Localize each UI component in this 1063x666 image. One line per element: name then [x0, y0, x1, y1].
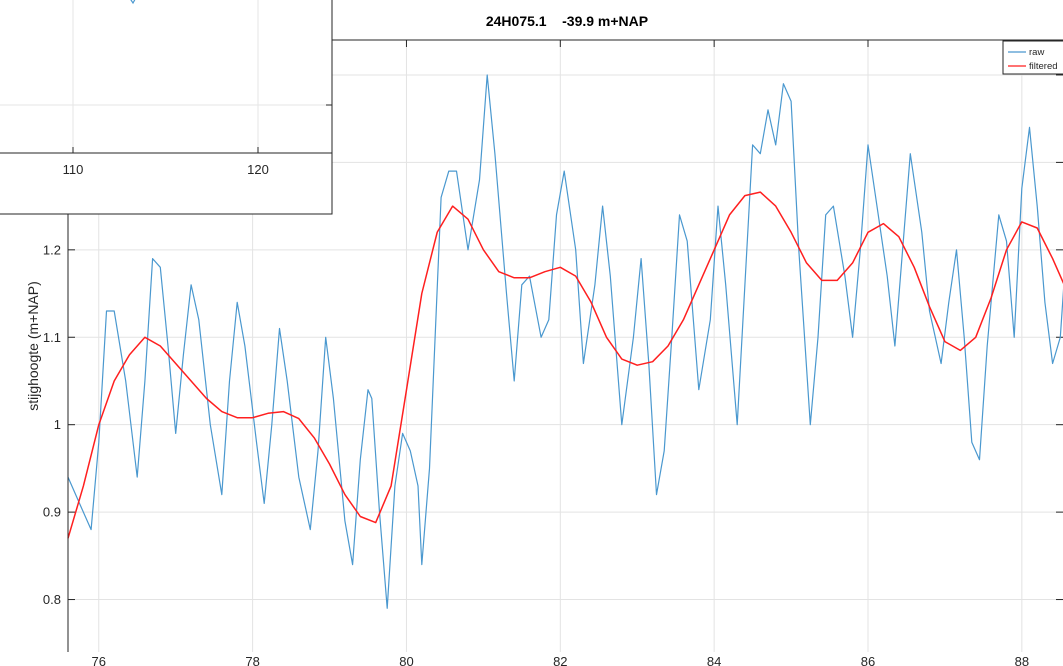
chart-title: 24H075.1 -39.9 m+NAP: [486, 13, 648, 29]
series-line-filtered: [67, 191, 1063, 539]
tick-labels: 76 78 80 82 84 86 88 0.8 0.9 1 1.1 1.2: [43, 242, 1029, 666]
legend-box: [1002, 40, 1063, 75]
inset-axes: 110 120: [0, 0, 333, 215]
y-tick-label-1.2: 1.2: [43, 242, 61, 257]
x-tick-label-84: 84: [707, 654, 721, 666]
y-tick-label-1: 1: [54, 417, 61, 432]
inset-plot-area: [0, 0, 332, 153]
y-tick-label-0.9: 0.9: [43, 505, 61, 520]
x-tick-label-86: 86: [861, 654, 875, 666]
x-tick-label-76: 76: [92, 654, 106, 666]
y-tick-label-1.1: 1.1: [43, 330, 61, 345]
series-group: [67, 74, 1063, 609]
y-axis-label: stijghoogte (m+NAP): [25, 281, 41, 411]
legend-label-raw: raw: [1029, 47, 1044, 58]
series-line-raw: [67, 74, 1063, 609]
legend: raw filtered: [1002, 40, 1063, 75]
x-tick-label-88: 88: [1015, 654, 1029, 666]
inset-tick-label-110: 110: [63, 162, 84, 177]
x-tick-label-82: 82: [553, 654, 567, 666]
x-tick-label-80: 80: [399, 654, 413, 666]
x-tick-label-78: 78: [245, 654, 259, 666]
y-tick-label-0.8: 0.8: [43, 592, 61, 607]
inset-series-line: [130, 0, 136, 5]
grid: [68, 40, 1063, 652]
legend-label-filtered: filtered: [1029, 61, 1058, 72]
inset-tick-label-120: 120: [247, 162, 269, 177]
